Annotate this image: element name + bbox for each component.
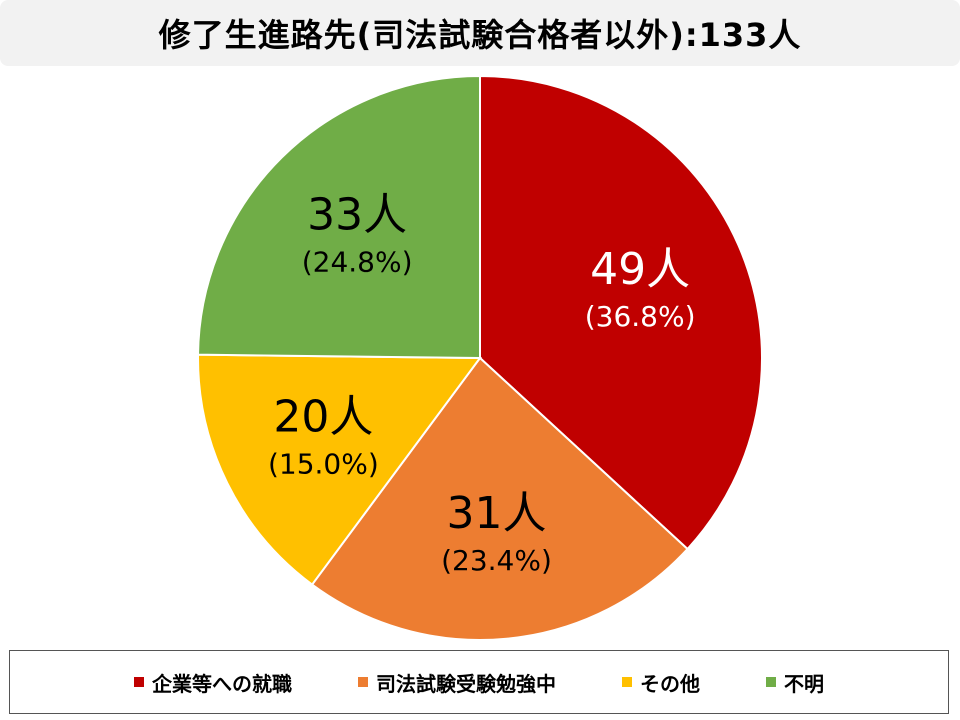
- slice-count-label: 31人: [446, 488, 546, 539]
- slice-percent-label: (15.0%): [268, 448, 379, 481]
- legend-label: 企業等への就職: [152, 671, 292, 696]
- legend: 企業等への就職 司法試験受験勉強中 その他 不明: [9, 650, 949, 714]
- pie-chart: 49人 (36.8%) 31人 (23.4%) 20人 (15.0%) 33人 (24.8%): [197, 74, 763, 641]
- legend-label: 司法試験受験勉強中: [376, 671, 556, 696]
- title-bar: 修了生進路先(司法試験合格者以外):133人: [0, 0, 960, 66]
- legend-label: 不明: [784, 671, 824, 696]
- pie-slice-0: [479, 74, 763, 551]
- pie-slice-1: [310, 356, 689, 641]
- legend-item: 企業等への就職: [134, 668, 292, 697]
- legend-item: その他: [622, 668, 700, 697]
- slice-count-label: 49人: [590, 244, 690, 295]
- slice-count-label: 20人: [273, 392, 373, 443]
- legend-swatch: [622, 677, 632, 687]
- slice-percent-label: (24.8%): [302, 246, 413, 279]
- slice-count-label: 33人: [307, 190, 407, 241]
- legend-item: 司法試験受験勉強中: [358, 668, 556, 697]
- slice-percent-label: (36.8%): [585, 300, 696, 333]
- slice-percent-label: (23.4%): [441, 544, 552, 577]
- legend-swatch: [134, 677, 144, 687]
- legend-swatch: [766, 677, 776, 687]
- pie-slice-3: [197, 74, 481, 360]
- legend-item: 不明: [766, 668, 824, 697]
- legend-label: その他: [640, 671, 700, 696]
- legend-swatch: [358, 677, 368, 687]
- chart-title: 修了生進路先(司法試験合格者以外):133人: [158, 16, 802, 54]
- pie-slice-2: [197, 353, 482, 586]
